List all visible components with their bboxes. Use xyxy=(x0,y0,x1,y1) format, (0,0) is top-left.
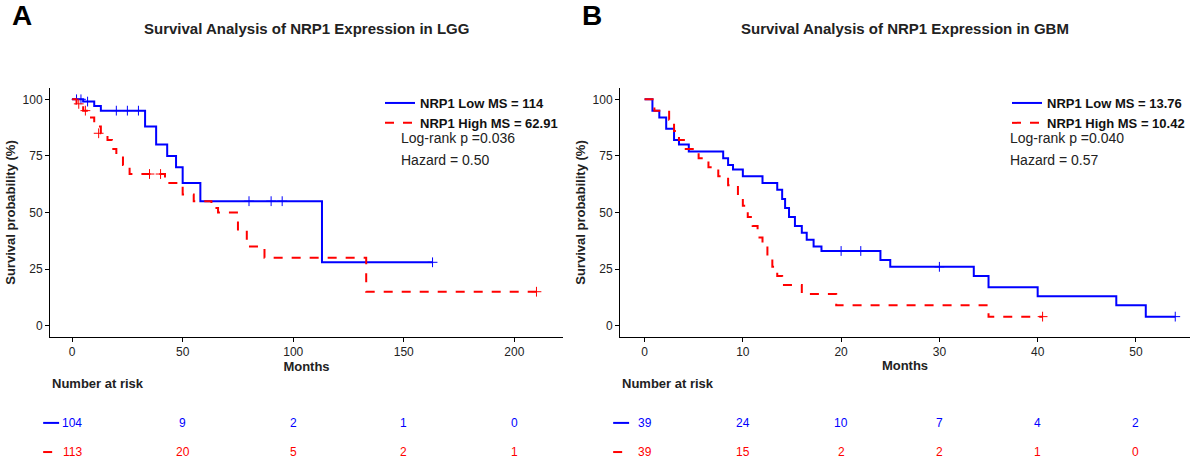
svg-text:20: 20 xyxy=(176,445,190,459)
svg-text:Survival Analysis of NRP1 Expr: Survival Analysis of NRP1 Expression in … xyxy=(741,20,1069,37)
svg-text:0: 0 xyxy=(641,345,648,359)
svg-text:39: 39 xyxy=(638,445,652,459)
svg-text:NRP1 Low MS = 13.76: NRP1 Low MS = 13.76 xyxy=(1047,96,1182,111)
svg-text:Months: Months xyxy=(283,359,329,374)
svg-text:15: 15 xyxy=(736,445,750,459)
svg-text:24: 24 xyxy=(736,416,750,430)
svg-text:10: 10 xyxy=(736,345,750,359)
svg-text:Number at risk: Number at risk xyxy=(622,376,714,391)
svg-text:150: 150 xyxy=(394,345,414,359)
svg-text:100: 100 xyxy=(23,93,43,107)
svg-text:2: 2 xyxy=(290,416,297,430)
svg-text:200: 200 xyxy=(504,345,524,359)
svg-text:Log-rank p =0.040: Log-rank p =0.040 xyxy=(1010,130,1124,146)
svg-text:9: 9 xyxy=(179,416,186,430)
svg-text:10: 10 xyxy=(834,416,848,430)
svg-text:40: 40 xyxy=(1031,345,1045,359)
svg-text:104: 104 xyxy=(62,416,82,430)
svg-text:4: 4 xyxy=(1034,416,1041,430)
svg-text:25: 25 xyxy=(29,262,43,276)
svg-text:Hazard = 0.57: Hazard = 0.57 xyxy=(1010,152,1099,168)
svg-text:NRP1 High MS = 10.42: NRP1 High MS = 10.42 xyxy=(1047,116,1185,131)
svg-text:30: 30 xyxy=(933,345,947,359)
svg-text:0: 0 xyxy=(1132,445,1139,459)
svg-text:25: 25 xyxy=(599,262,613,276)
svg-text:2: 2 xyxy=(838,445,845,459)
svg-text:0: 0 xyxy=(69,345,76,359)
svg-text:5: 5 xyxy=(290,445,297,459)
svg-text:NRP1 High MS = 62.91: NRP1 High MS = 62.91 xyxy=(420,116,558,131)
svg-text:20: 20 xyxy=(834,345,848,359)
svg-text:0: 0 xyxy=(606,319,613,333)
svg-text:1: 1 xyxy=(511,445,518,459)
svg-text:Months: Months xyxy=(882,358,928,373)
svg-text:50: 50 xyxy=(29,206,43,220)
svg-text:75: 75 xyxy=(29,149,43,163)
svg-text:100: 100 xyxy=(283,345,303,359)
svg-text:2: 2 xyxy=(936,445,943,459)
svg-text:2: 2 xyxy=(1132,416,1139,430)
svg-text:B: B xyxy=(582,0,602,31)
svg-text:Survival probability (%): Survival probability (%) xyxy=(3,140,18,284)
svg-text:2: 2 xyxy=(400,445,407,459)
svg-text:50: 50 xyxy=(599,206,613,220)
svg-text:7: 7 xyxy=(936,416,943,430)
svg-text:Survival probability (%): Survival probability (%) xyxy=(573,140,588,284)
svg-text:NRP1 Low MS = 114: NRP1 Low MS = 114 xyxy=(420,96,544,111)
svg-text:Number at risk: Number at risk xyxy=(52,376,144,391)
svg-text:0: 0 xyxy=(36,319,43,333)
svg-text:50: 50 xyxy=(1129,345,1143,359)
svg-text:0: 0 xyxy=(511,416,518,430)
svg-text:1: 1 xyxy=(1034,445,1041,459)
svg-text:50: 50 xyxy=(176,345,190,359)
svg-text:Survival Analysis of NRP1 Expr: Survival Analysis of NRP1 Expression in … xyxy=(144,20,469,37)
svg-text:75: 75 xyxy=(599,149,613,163)
svg-text:113: 113 xyxy=(63,445,82,459)
svg-text:100: 100 xyxy=(593,93,613,107)
svg-text:Hazard = 0.50: Hazard = 0.50 xyxy=(401,152,490,168)
svg-text:Log-rank p =0.036: Log-rank p =0.036 xyxy=(401,130,515,146)
svg-text:A: A xyxy=(12,0,32,31)
svg-text:1: 1 xyxy=(400,416,407,430)
svg-text:39: 39 xyxy=(638,416,652,430)
